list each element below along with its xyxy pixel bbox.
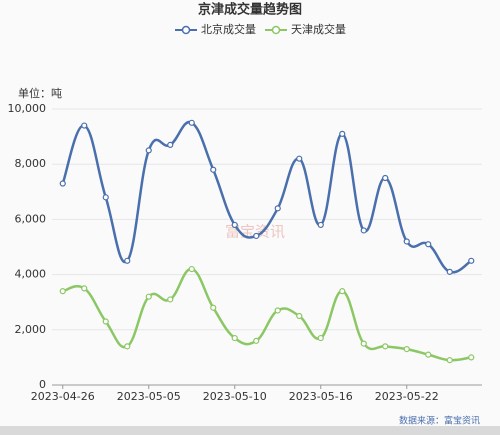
point bbox=[360, 340, 367, 347]
point bbox=[102, 318, 109, 325]
point bbox=[317, 221, 324, 229]
unit-label: 单位：吨 bbox=[18, 86, 62, 100]
point bbox=[188, 265, 195, 273]
point bbox=[339, 288, 346, 295]
x-tick-label: 2023-05-16 bbox=[289, 390, 353, 403]
point bbox=[167, 141, 174, 148]
y-tick-label: 4,000 bbox=[15, 268, 47, 281]
x-tick-label: 2023-05-10 bbox=[203, 390, 267, 403]
point bbox=[81, 285, 88, 292]
point bbox=[339, 130, 346, 137]
point bbox=[124, 343, 131, 350]
point bbox=[145, 293, 152, 300]
point bbox=[403, 238, 410, 245]
legend-label: 北京成交量 bbox=[201, 22, 256, 36]
point bbox=[167, 296, 174, 303]
point bbox=[403, 346, 410, 353]
point bbox=[231, 334, 238, 342]
x-tick-label: 2023-04-26 bbox=[31, 390, 95, 403]
point bbox=[253, 337, 260, 344]
point bbox=[210, 166, 217, 173]
point bbox=[360, 227, 367, 234]
x-tick-label: 2023-05-22 bbox=[375, 390, 439, 403]
point bbox=[468, 354, 475, 361]
y-tick-label: 8,000 bbox=[15, 157, 47, 170]
point bbox=[231, 221, 238, 229]
point bbox=[81, 122, 88, 129]
point bbox=[145, 147, 152, 154]
point bbox=[102, 194, 109, 201]
point bbox=[59, 180, 66, 187]
point bbox=[210, 304, 217, 311]
watermark: 富宝资讯 bbox=[225, 223, 285, 241]
point bbox=[446, 357, 453, 364]
bottom-bar bbox=[0, 426, 500, 435]
point bbox=[124, 257, 131, 264]
chart-title: 京津成交量趋势图 bbox=[198, 2, 302, 18]
x-tick-label: 2023-05-05 bbox=[117, 390, 181, 403]
point bbox=[425, 241, 432, 248]
point bbox=[382, 343, 389, 350]
point bbox=[59, 288, 66, 295]
source: 数据来源：富宝资讯 bbox=[399, 415, 480, 427]
legend-marker bbox=[271, 25, 281, 35]
point bbox=[317, 334, 324, 342]
y-tick-label: 10,000 bbox=[8, 102, 47, 115]
point bbox=[296, 312, 303, 320]
y-tick-label: 6,000 bbox=[15, 212, 47, 225]
point bbox=[188, 119, 195, 126]
point bbox=[274, 307, 281, 314]
y-tick-label: 0 bbox=[39, 378, 46, 391]
y-tick-label: 2,000 bbox=[15, 323, 47, 336]
point bbox=[296, 155, 303, 162]
point bbox=[446, 268, 453, 275]
point bbox=[382, 174, 389, 182]
point bbox=[425, 351, 432, 358]
point bbox=[274, 205, 281, 212]
point bbox=[468, 257, 475, 264]
legend-label: 天津成交量 bbox=[291, 22, 346, 36]
legend-marker bbox=[181, 25, 191, 35]
point bbox=[253, 232, 260, 240]
